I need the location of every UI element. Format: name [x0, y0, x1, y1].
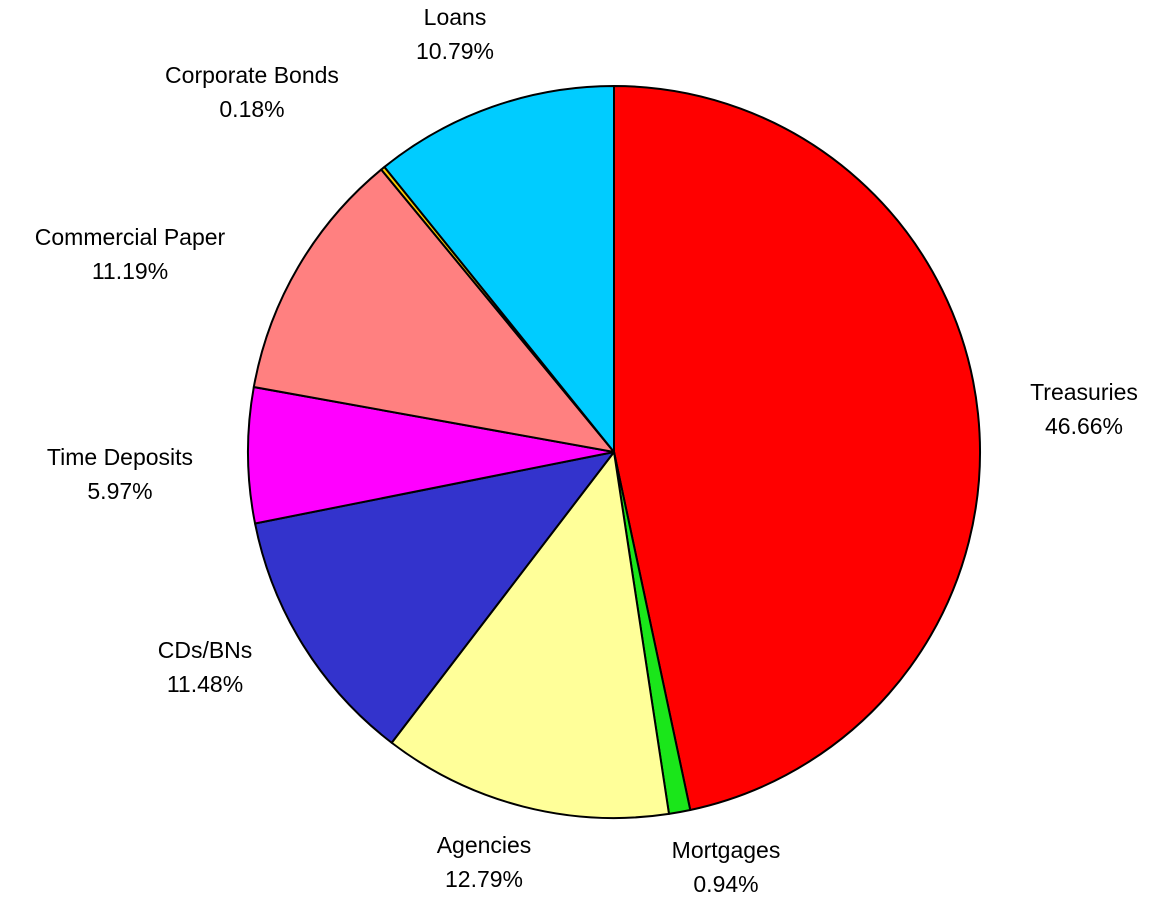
slice-name-loans: Loans — [424, 4, 487, 30]
slice-label-corporate-bonds: Corporate Bonds 0.18% — [165, 62, 339, 122]
slice-name-mortgages: Mortgages — [672, 837, 781, 863]
slice-percent-agencies: 12.79% — [445, 866, 523, 892]
slice-percent-cds-bns: 11.48% — [167, 671, 243, 697]
slice-label-agencies: Agencies 12.79% — [437, 832, 532, 892]
slice-percent-mortgages: 0.94% — [693, 871, 758, 897]
slice-percent-corporate-bonds: 0.18% — [219, 96, 284, 122]
slice-percent-time-deposits: 5.97% — [87, 478, 152, 504]
pie-slice-agencies — [390, 451, 670, 819]
slice-percent-commercial-paper: 11.19% — [92, 258, 168, 284]
slice-label-commercial-paper: Commercial Paper 11.19% — [35, 224, 226, 284]
slice-name-agencies: Agencies — [437, 832, 532, 858]
slice-name-cds-bns: CDs/BNs — [158, 637, 253, 663]
pie-slice-loans — [383, 85, 615, 453]
slice-name-treasuries: Treasuries — [1030, 379, 1138, 405]
slice-label-time-deposits: Time Deposits 5.97% — [47, 444, 193, 504]
slice-label-loans: Loans 10.79% — [416, 4, 494, 64]
slice-name-time-deposits: Time Deposits — [47, 444, 193, 470]
slice-percent-treasuries: 46.66% — [1045, 413, 1123, 439]
pie-slice-commercial-paper — [252, 168, 615, 453]
pie-slice-cds-bns — [254, 451, 615, 744]
slice-percent-loans: 10.79% — [416, 38, 494, 64]
slice-labels: Treasuries 46.66% Mortgages 0.94% Agencies 12… — [35, 4, 1138, 897]
slice-label-treasuries: Treasuries 46.66% — [1030, 379, 1138, 439]
pie-slice-time-deposits — [247, 386, 615, 525]
pie-slice-treasuries — [613, 85, 981, 811]
pie-slices — [247, 85, 981, 819]
slice-name-commercial-paper: Commercial Paper — [35, 224, 226, 250]
slice-label-cds-bns: CDs/BNs 11.48% — [158, 637, 253, 697]
slice-name-corporate-bonds: Corporate Bonds — [165, 62, 339, 88]
slice-label-mortgages: Mortgages 0.94% — [672, 837, 781, 897]
